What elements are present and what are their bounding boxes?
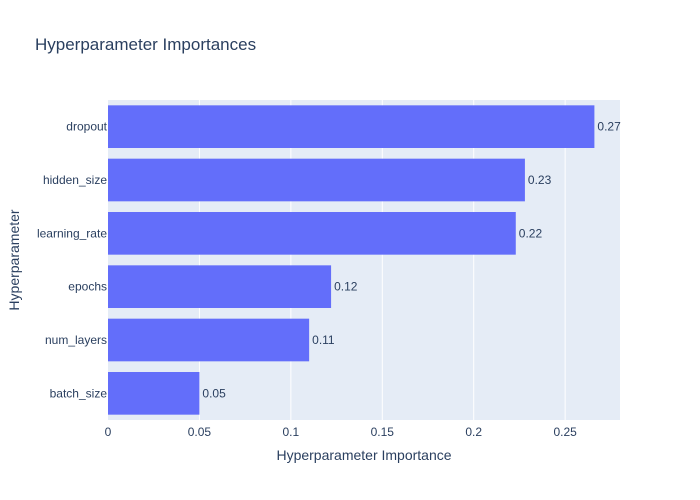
bars xyxy=(108,105,595,415)
plot-area xyxy=(108,100,620,420)
y-tick-label: num_layers xyxy=(45,333,107,347)
value-labels: 0.27 0.23 0.22 0.12 0.11 0.05 xyxy=(202,120,621,401)
value-label: 0.23 xyxy=(528,173,552,187)
bar-num_layers[interactable] xyxy=(108,318,310,362)
bar-hidden_size[interactable] xyxy=(108,158,525,202)
value-label: 0.22 xyxy=(519,226,543,240)
x-axis-title: Hyperparameter Importance xyxy=(276,447,451,463)
chart-title: Hyperparameter Importances xyxy=(35,35,256,54)
value-label: 0.27 xyxy=(597,120,621,134)
y-axis-title: Hyperparameter xyxy=(6,209,22,310)
x-tick-label: 0.1 xyxy=(283,425,300,439)
x-tick-label: 0.25 xyxy=(553,425,577,439)
value-label: 0.12 xyxy=(334,280,358,294)
bar-learning_rate[interactable] xyxy=(108,212,516,255)
bar-epochs[interactable] xyxy=(108,265,332,308)
y-tick-label: dropout xyxy=(66,120,107,134)
gridlines xyxy=(198,100,566,420)
x-tick-labels: 0 0.05 0.1 0.15 0.2 0.25 xyxy=(105,425,577,439)
y-tick-label: hidden_size xyxy=(43,173,107,187)
y-tick-label: learning_rate xyxy=(37,226,107,240)
x-tick-label: 0 xyxy=(105,425,112,439)
x-tick-label: 0.15 xyxy=(371,425,395,439)
x-tick-label: 0.2 xyxy=(465,425,482,439)
bar-batch_size[interactable] xyxy=(108,372,200,415)
x-tick-label: 0.05 xyxy=(188,425,212,439)
y-tick-label: batch_size xyxy=(50,386,108,400)
bar-dropout[interactable] xyxy=(108,105,595,148)
value-label: 0.11 xyxy=(312,333,335,347)
value-label: 0.05 xyxy=(202,386,226,400)
y-tick-label: epochs xyxy=(68,280,107,294)
